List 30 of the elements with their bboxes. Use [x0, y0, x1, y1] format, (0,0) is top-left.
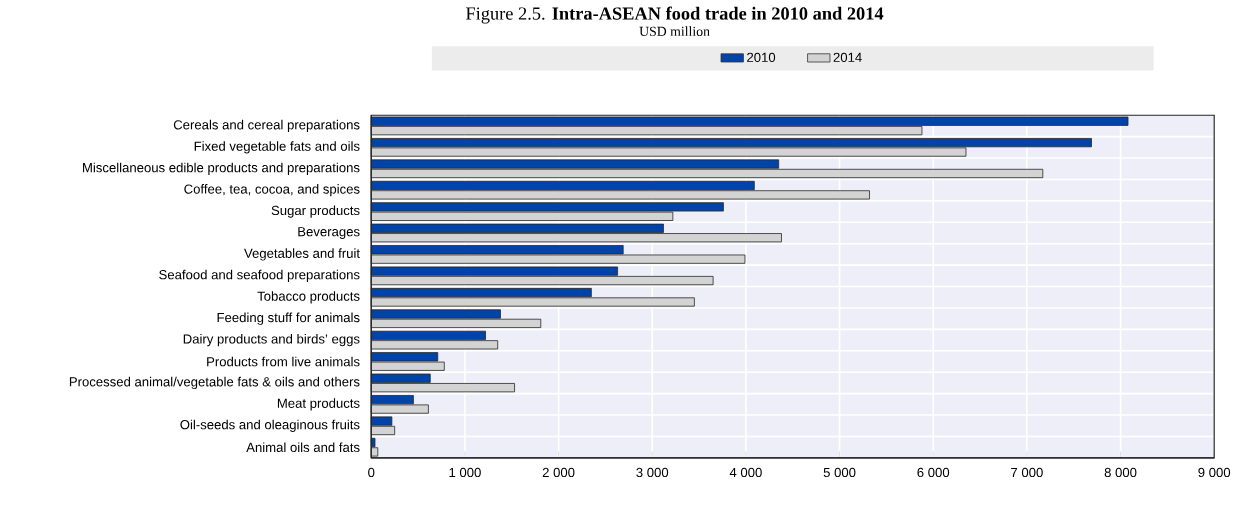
y-tick-label: Animal oils and fats [246, 442, 360, 452]
y-tick-label: Products from live animals [207, 356, 360, 367]
y-tick-label: Beverages [298, 227, 360, 239]
y-tick-label: Vegetables and fruit [244, 248, 360, 261]
x-tick-label: 7 000 [1011, 467, 1043, 478]
y-tick-label: Fixed vegetable fats and oils [194, 141, 360, 154]
y-tick-label: Cereals and cereal preparations [173, 119, 360, 133]
legend-label: 2010 [747, 52, 776, 62]
y-tick-label: Oil-seeds and oleaginous fruits [180, 419, 360, 432]
x-tick-label: 3 000 [636, 467, 669, 478]
y-tick-label: Feeding stuff for animals [217, 312, 360, 325]
y-tick-label: Dairy products and birds’ eggs [183, 333, 360, 347]
y-tick-label: Seafood and seafood preparations [159, 269, 360, 282]
y-tick-label: Sugar products [271, 205, 360, 218]
x-tick-label: 4 000 [729, 467, 762, 478]
y-tick-label: Tobacco products [257, 291, 360, 304]
y-tick-label: Processed animal/vegetable fats & oils and others [69, 376, 360, 390]
chart-subtitle: USD million [639, 26, 710, 36]
x-tick-label: 9 000 [1198, 467, 1231, 478]
y-tick-label: Miscellaneous edible products and preparations [83, 162, 360, 175]
x-tick-label: 8 000 [1104, 467, 1137, 478]
y-tick-label: Meat products [277, 398, 360, 411]
x-tick-label: 5 000 [823, 467, 856, 478]
x-tick-label: 6 000 [917, 467, 950, 478]
x-tick-label: 0 [368, 467, 375, 478]
chart-title: Figure 2.5. Intra-ASEAN food trade in 2010 and 2014 [465, 6, 884, 24]
y-tick-label: Coffee, tea, cocoa, and spices [184, 184, 360, 197]
legend-label: 2014 [833, 52, 862, 62]
x-tick-label: 1 000 [449, 467, 481, 478]
x-tick-label: 2 000 [542, 467, 575, 478]
